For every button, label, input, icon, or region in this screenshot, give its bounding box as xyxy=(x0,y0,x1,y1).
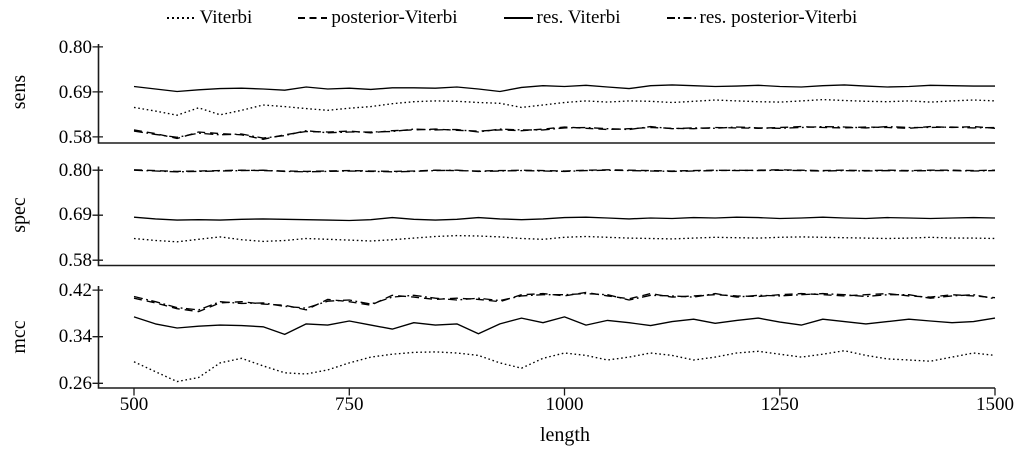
series-line-mcc-posterior-Viterbi xyxy=(133,291,996,313)
x-tick-label: 1000 xyxy=(545,394,584,415)
dashed-line-sample-icon xyxy=(298,17,328,19)
dotted-line-sample-icon xyxy=(166,17,196,19)
series-line-mcc-res-posterior-Viterbi xyxy=(133,292,996,311)
sens-y-ticks xyxy=(92,46,103,138)
legend-label: Viterbi xyxy=(199,7,253,28)
legend-label: res. posterior-Viterbi xyxy=(699,7,858,28)
series-line-spec-res-Viterbi xyxy=(133,216,996,222)
y-tick-label: 0.26 xyxy=(58,373,92,394)
y-tick-label: 0.80 xyxy=(58,160,92,181)
solid-line-sample-icon xyxy=(503,17,533,19)
series-line-spec-Viterbi xyxy=(133,234,996,243)
x-tick-label: 750 xyxy=(335,394,364,415)
series-line-spec-res-posterior-Viterbi xyxy=(133,169,996,173)
axes xyxy=(92,44,996,396)
y-tick-label: 0.69 xyxy=(58,82,92,103)
y-tick-label: 0.42 xyxy=(58,280,92,301)
sens-axis-frame xyxy=(97,44,995,144)
series-line-mcc-Viterbi xyxy=(133,350,996,383)
legend-item-res-posterior-viterbi: res. posterior-Viterbi xyxy=(666,7,858,29)
legend-item-viterbi: Viterbi xyxy=(166,7,253,29)
xlabel-length: length xyxy=(540,424,590,446)
x-tick-label: 500 xyxy=(119,394,149,415)
series-line-sens-res-posterior-Viterbi xyxy=(133,125,996,139)
x-ticks xyxy=(133,388,996,396)
spec-y-ticks xyxy=(92,169,103,261)
legend-label: res. Viterbi xyxy=(536,7,621,28)
legend: Viterbi posterior-Viterbi res. Viterbi r… xyxy=(0,7,1024,29)
y-tick-label: 0.80 xyxy=(58,37,92,58)
y-tick-label: 0.69 xyxy=(58,204,92,225)
legend-item-res-viterbi: res. Viterbi xyxy=(503,7,621,29)
mcc-y-ticks xyxy=(92,289,103,384)
legend-item-posterior-viterbi: posterior-Viterbi xyxy=(298,7,458,29)
y-tick-label: 0.58 xyxy=(58,127,92,148)
x-tick-label: 1500 xyxy=(976,394,1014,415)
series-layer xyxy=(133,84,996,383)
y-tick-label: 0.58 xyxy=(58,250,92,271)
y-tick-label: 0.34 xyxy=(58,326,92,347)
mcc-axis-frame xyxy=(97,286,995,389)
series-line-sens-res-Viterbi xyxy=(133,84,995,93)
legend-label: posterior-Viterbi xyxy=(331,7,458,28)
series-line-sens-Viterbi xyxy=(133,98,996,116)
series-line-mcc-res-Viterbi xyxy=(133,316,996,336)
x-tick-label: 1250 xyxy=(760,394,799,415)
dashdot-line-sample-icon xyxy=(666,17,696,19)
spec-axis-frame xyxy=(97,166,995,267)
